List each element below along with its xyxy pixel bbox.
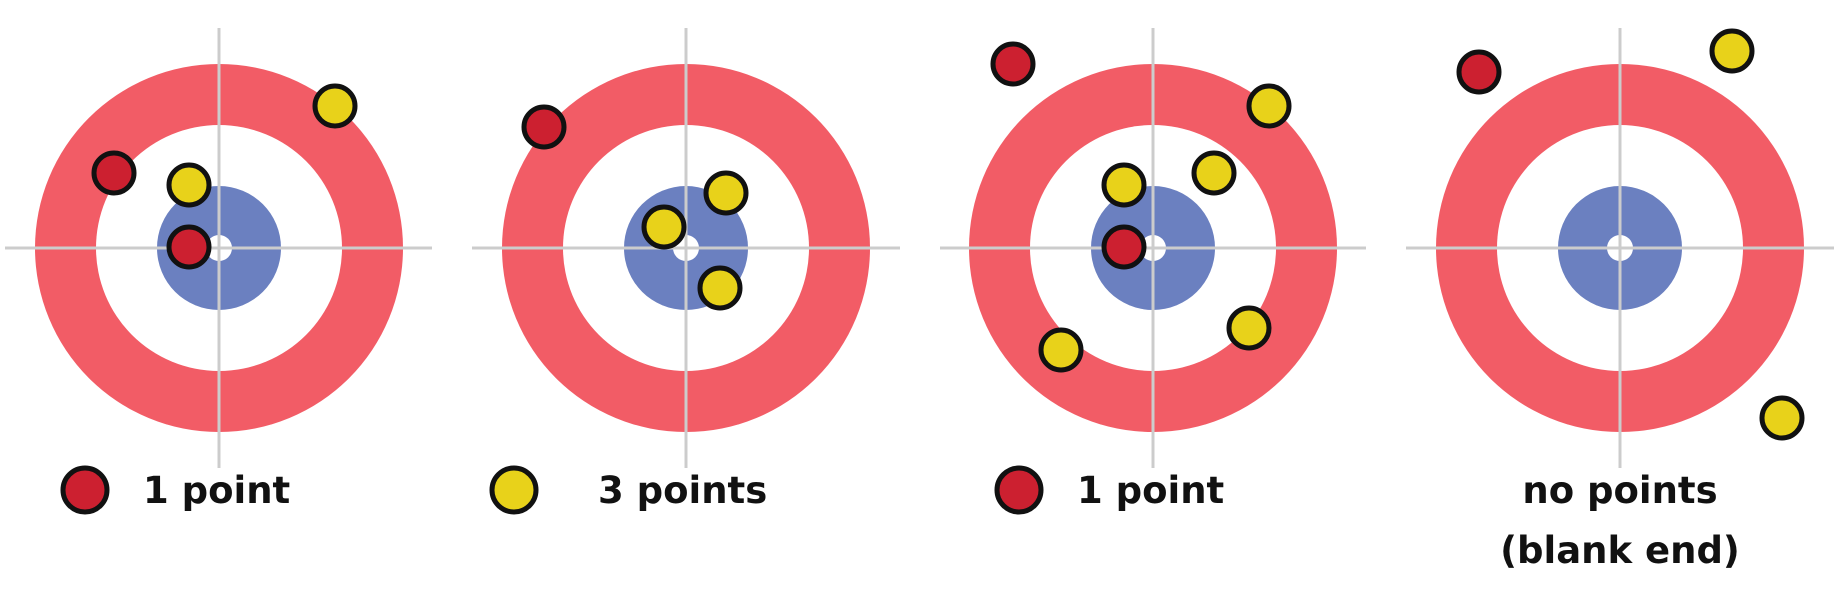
yellow-stone [703, 170, 749, 216]
red-stone [990, 41, 1036, 87]
red-stone [1456, 49, 1502, 95]
panel-caption-line-2: (blank end) [1500, 529, 1740, 572]
yellow-stone [312, 83, 358, 129]
yellow-stone [1191, 150, 1237, 196]
house-panel-2: 3 points [472, 28, 900, 515]
panel-caption: 1 point [143, 469, 290, 512]
red-stone [91, 150, 137, 196]
red-stone [1101, 224, 1147, 270]
house-panel-4: no points (blank end) [1406, 28, 1834, 572]
yellow-stone [1101, 162, 1147, 208]
yellow-stone [1038, 327, 1084, 373]
yellow-stone [166, 162, 212, 208]
yellow-stone [641, 204, 687, 250]
caption-red-stone [60, 465, 110, 515]
caption-red-stone [994, 465, 1044, 515]
panel-caption: 3 points [598, 469, 767, 512]
house-panel-1: 1 point [5, 28, 432, 515]
yellow-stone [1759, 395, 1805, 441]
red-stone [521, 104, 567, 150]
house-panel-3: 1 point [940, 28, 1366, 515]
red-stone [166, 224, 212, 270]
panel-caption: no points [1522, 469, 1717, 512]
caption-yellow-stone [489, 465, 539, 515]
yellow-stone [1226, 305, 1272, 351]
yellow-stone [697, 265, 743, 311]
yellow-stone [1246, 83, 1292, 129]
panel-caption: 1 point [1077, 469, 1224, 512]
yellow-stone [1709, 28, 1755, 74]
